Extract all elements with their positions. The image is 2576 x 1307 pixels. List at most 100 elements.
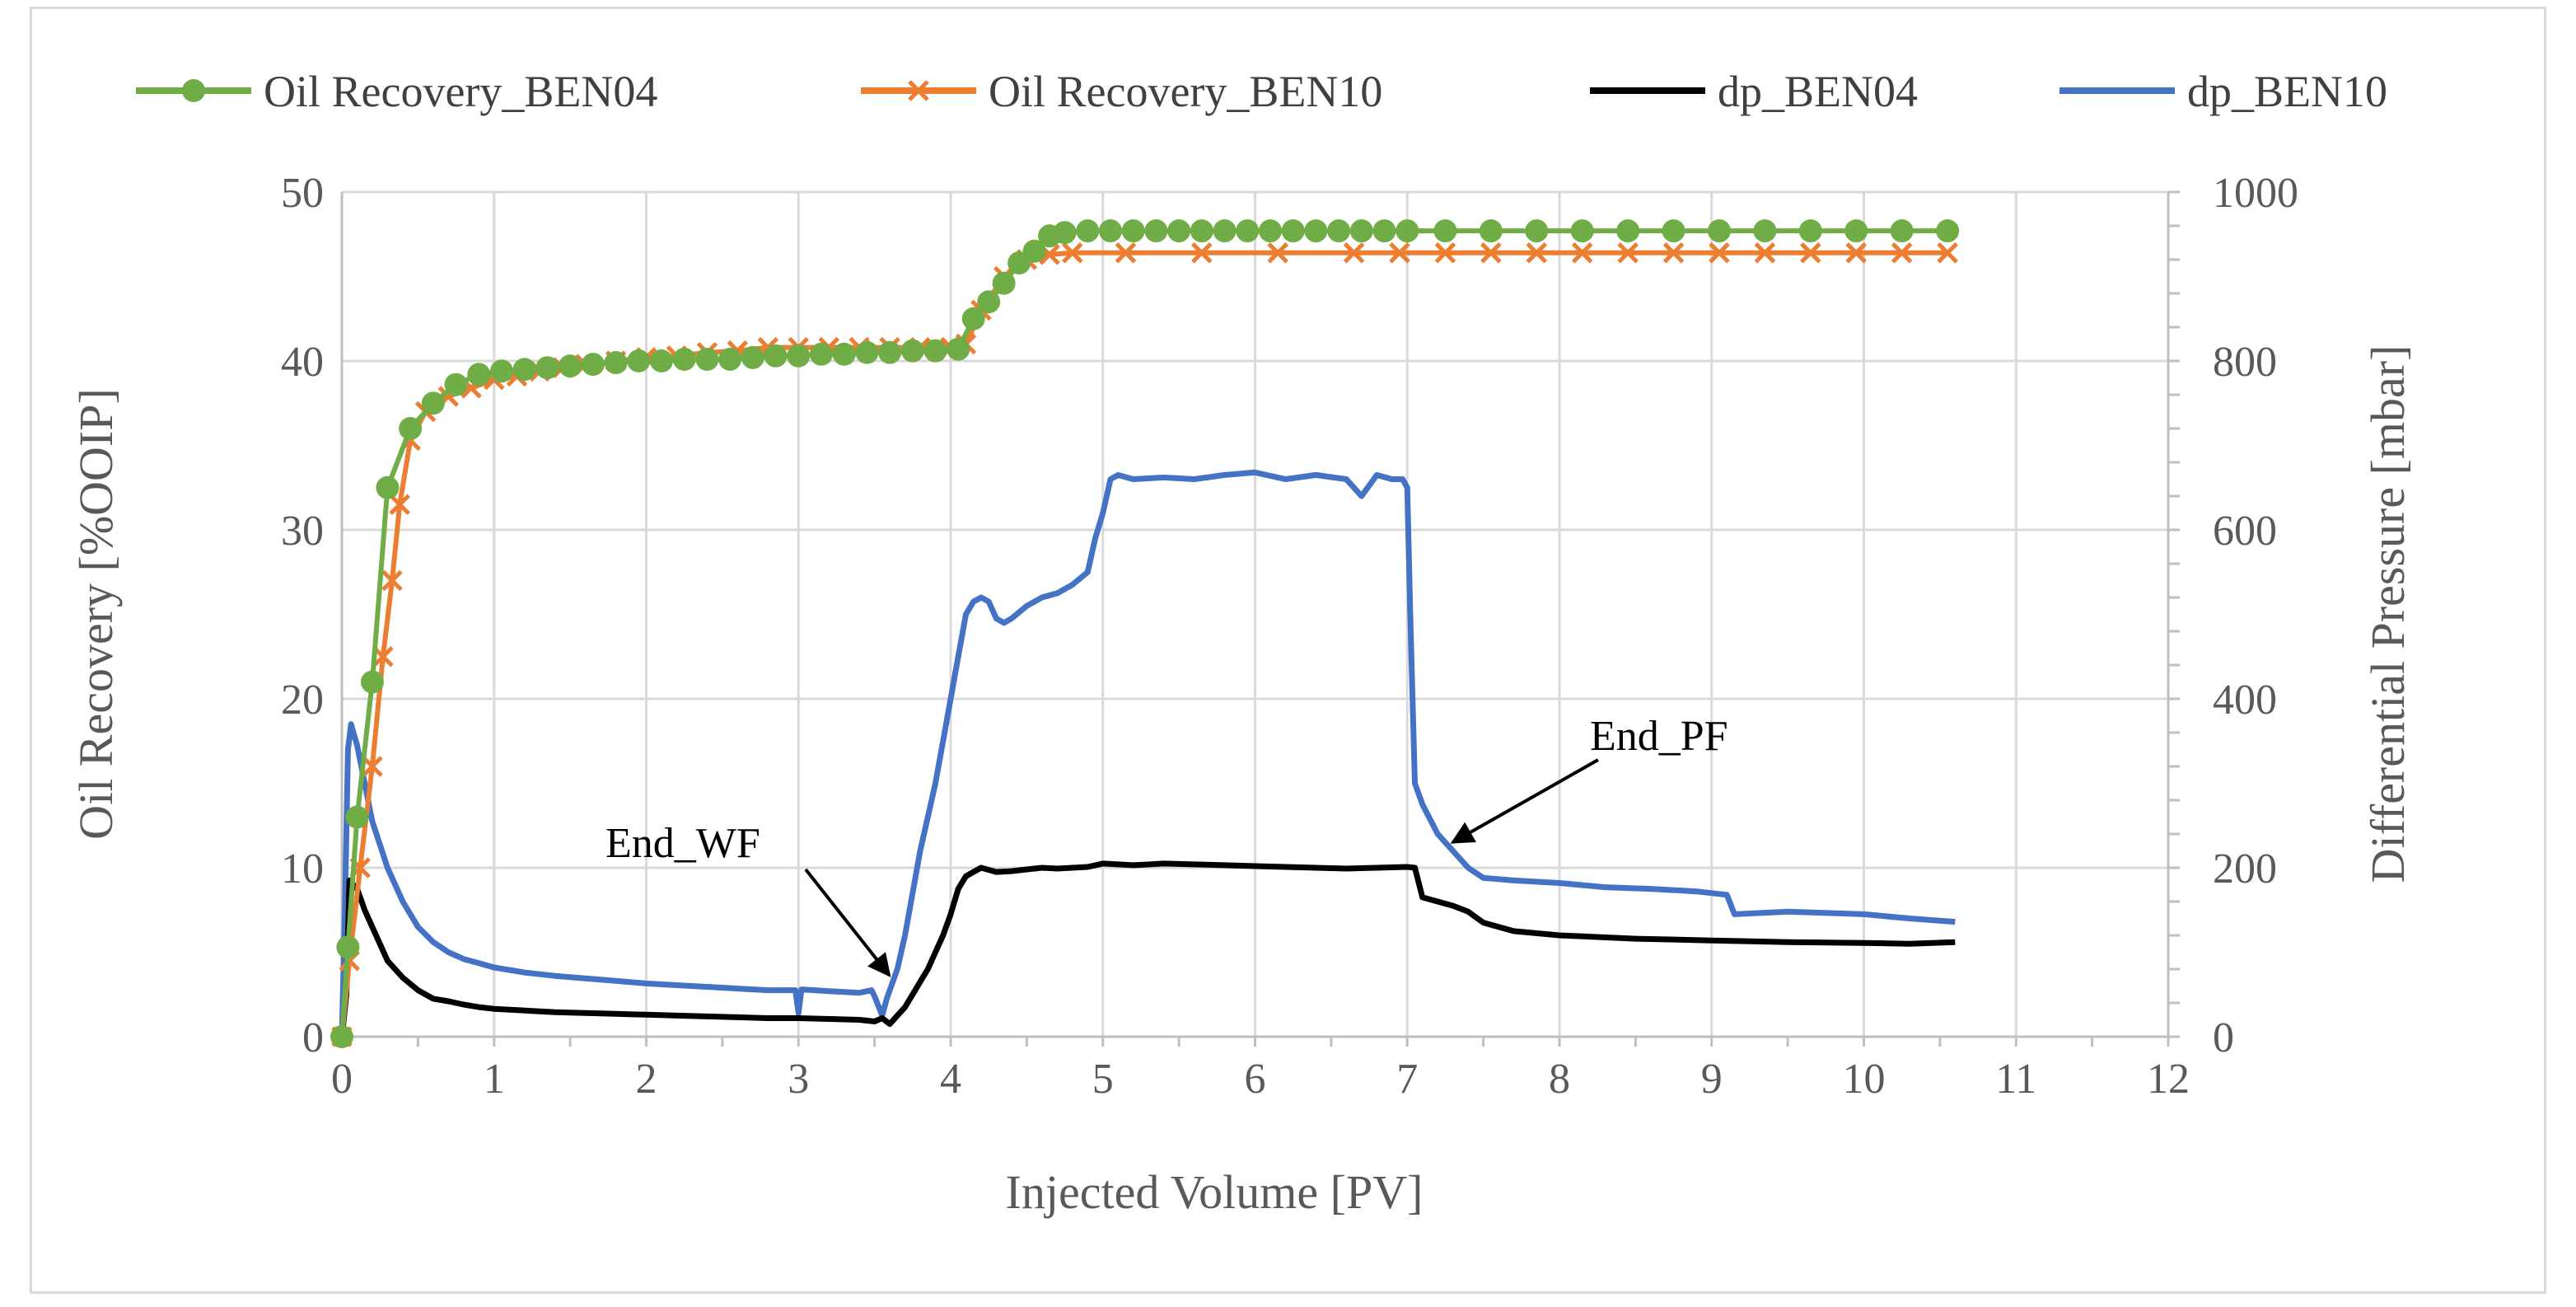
x-tick-label: 2: [636, 1056, 657, 1103]
data-point: [1525, 219, 1549, 243]
series-line-oil-recovery-ben04: [339, 228, 1948, 1038]
x-tick-label: 5: [1092, 1056, 1114, 1103]
chart-frame: [30, 7, 2546, 1294]
data-point: [1213, 219, 1237, 243]
data-point: [1144, 219, 1168, 243]
data-point: [1937, 242, 1958, 264]
y-tick-label: 10: [281, 846, 324, 892]
data-point: [627, 349, 651, 372]
data-point: [1343, 242, 1365, 264]
y2-tick-label: 200: [2213, 846, 2277, 892]
data-point: [1800, 242, 1821, 264]
y2-tick-label: 800: [2213, 339, 2277, 386]
data-point: [535, 356, 559, 380]
annotation-arrow-end-wf: [804, 868, 891, 977]
legend-label: dp_BEN10: [2187, 67, 2387, 116]
data-series: [330, 219, 1960, 1048]
data-point: [399, 417, 423, 440]
y2-axis-title: Differential Pressure [mbar]: [2361, 345, 2415, 883]
y-tick-label: 30: [281, 508, 324, 555]
x-tick-label: 12: [2147, 1056, 2190, 1103]
legend-item-oil-recovery-ben04: Oil Recovery_BEN04: [136, 67, 657, 116]
legend-item-dp-ben10: dp_BEN10: [2059, 67, 2387, 116]
x-tick-label: 1: [484, 1056, 505, 1103]
data-point: [362, 756, 383, 777]
annotation-end-pf: End_PF: [1590, 713, 1728, 760]
data-point: [559, 354, 582, 378]
data-point: [581, 353, 605, 377]
x-tick-label: 11: [1995, 1056, 2036, 1103]
x-tick-label: 9: [1701, 1056, 1723, 1103]
legend-label: dp_BEN04: [1718, 67, 1918, 116]
data-point: [764, 344, 788, 368]
legend-marker: [182, 79, 205, 102]
data-point: [695, 347, 719, 371]
data-point: [604, 351, 628, 375]
data-point: [1754, 242, 1776, 264]
y-axis-title: Oil Recovery [%OOIP]: [69, 388, 123, 840]
data-point: [360, 670, 384, 694]
data-point: [672, 347, 696, 371]
data-point: [1753, 219, 1777, 243]
data-point: [1891, 242, 1913, 264]
data-point: [1570, 219, 1594, 243]
data-point: [1433, 219, 1457, 243]
data-point: [1845, 242, 1868, 264]
data-point: [1062, 242, 1083, 264]
y2-tick-label: 1000: [2213, 170, 2298, 217]
data-point: [961, 307, 985, 330]
data-point: [1167, 219, 1191, 243]
series-dp-ben04: [339, 860, 1956, 1038]
data-point: [787, 344, 811, 368]
y-tick-label: 40: [281, 339, 324, 386]
data-point: [1707, 219, 1731, 243]
data-point: [1616, 219, 1640, 243]
x-tick-label: 6: [1245, 1056, 1266, 1103]
data-point: [1844, 219, 1868, 243]
data-point: [923, 339, 947, 363]
data-point: [832, 342, 856, 366]
data-point: [1396, 219, 1419, 243]
data-point: [878, 340, 902, 364]
data-point: [1304, 219, 1328, 243]
y-tick-label: 20: [281, 677, 324, 724]
y-tick-label: 0: [302, 1014, 324, 1061]
data-point: [1053, 221, 1077, 245]
grid-lines: [340, 190, 2170, 1038]
data-point: [1662, 219, 1685, 243]
data-point: [1281, 219, 1305, 243]
data-point: [467, 363, 491, 386]
x-tick-label: 10: [1843, 1056, 1886, 1103]
data-point: [1434, 242, 1456, 264]
x-tick-label: 7: [1396, 1056, 1418, 1103]
data-point: [1267, 242, 1288, 264]
data-point: [444, 372, 468, 396]
data-point: [489, 359, 513, 383]
data-point: [1798, 219, 1822, 243]
legend-label: Oil Recovery_BEN10: [989, 67, 1382, 116]
data-point: [330, 1025, 353, 1048]
series-line-dp-ben04: [339, 860, 1956, 1038]
x-tick-label: 8: [1549, 1056, 1570, 1103]
data-point: [1479, 219, 1503, 243]
data-point: [1526, 242, 1548, 264]
data-point: [512, 358, 536, 382]
data-point: [421, 391, 445, 415]
data-point: [1890, 219, 1914, 243]
annotations: End_WF End_PF: [605, 713, 1728, 977]
data-point: [1258, 219, 1282, 243]
y2-tick-label: 400: [2213, 677, 2277, 724]
y-tick-label: 50: [281, 170, 324, 217]
data-point: [1571, 242, 1593, 264]
data-point: [1349, 219, 1373, 243]
legend: Oil Recovery_BEN04 Oil Recovery_BEN10 dp_B…: [136, 67, 2387, 116]
legend-item-oil-recovery-ben10: Oil Recovery_BEN10: [861, 67, 1382, 116]
data-point: [1327, 219, 1351, 243]
series-line-dp-ben10: [339, 469, 1956, 1038]
x-tick-label: 3: [788, 1056, 809, 1103]
data-point: [1372, 219, 1396, 243]
x-tick-label: 4: [940, 1056, 961, 1103]
legend-item-dp-ben04: dp_BEN04: [1590, 67, 1918, 116]
data-point: [1480, 242, 1502, 264]
data-point: [741, 345, 764, 369]
